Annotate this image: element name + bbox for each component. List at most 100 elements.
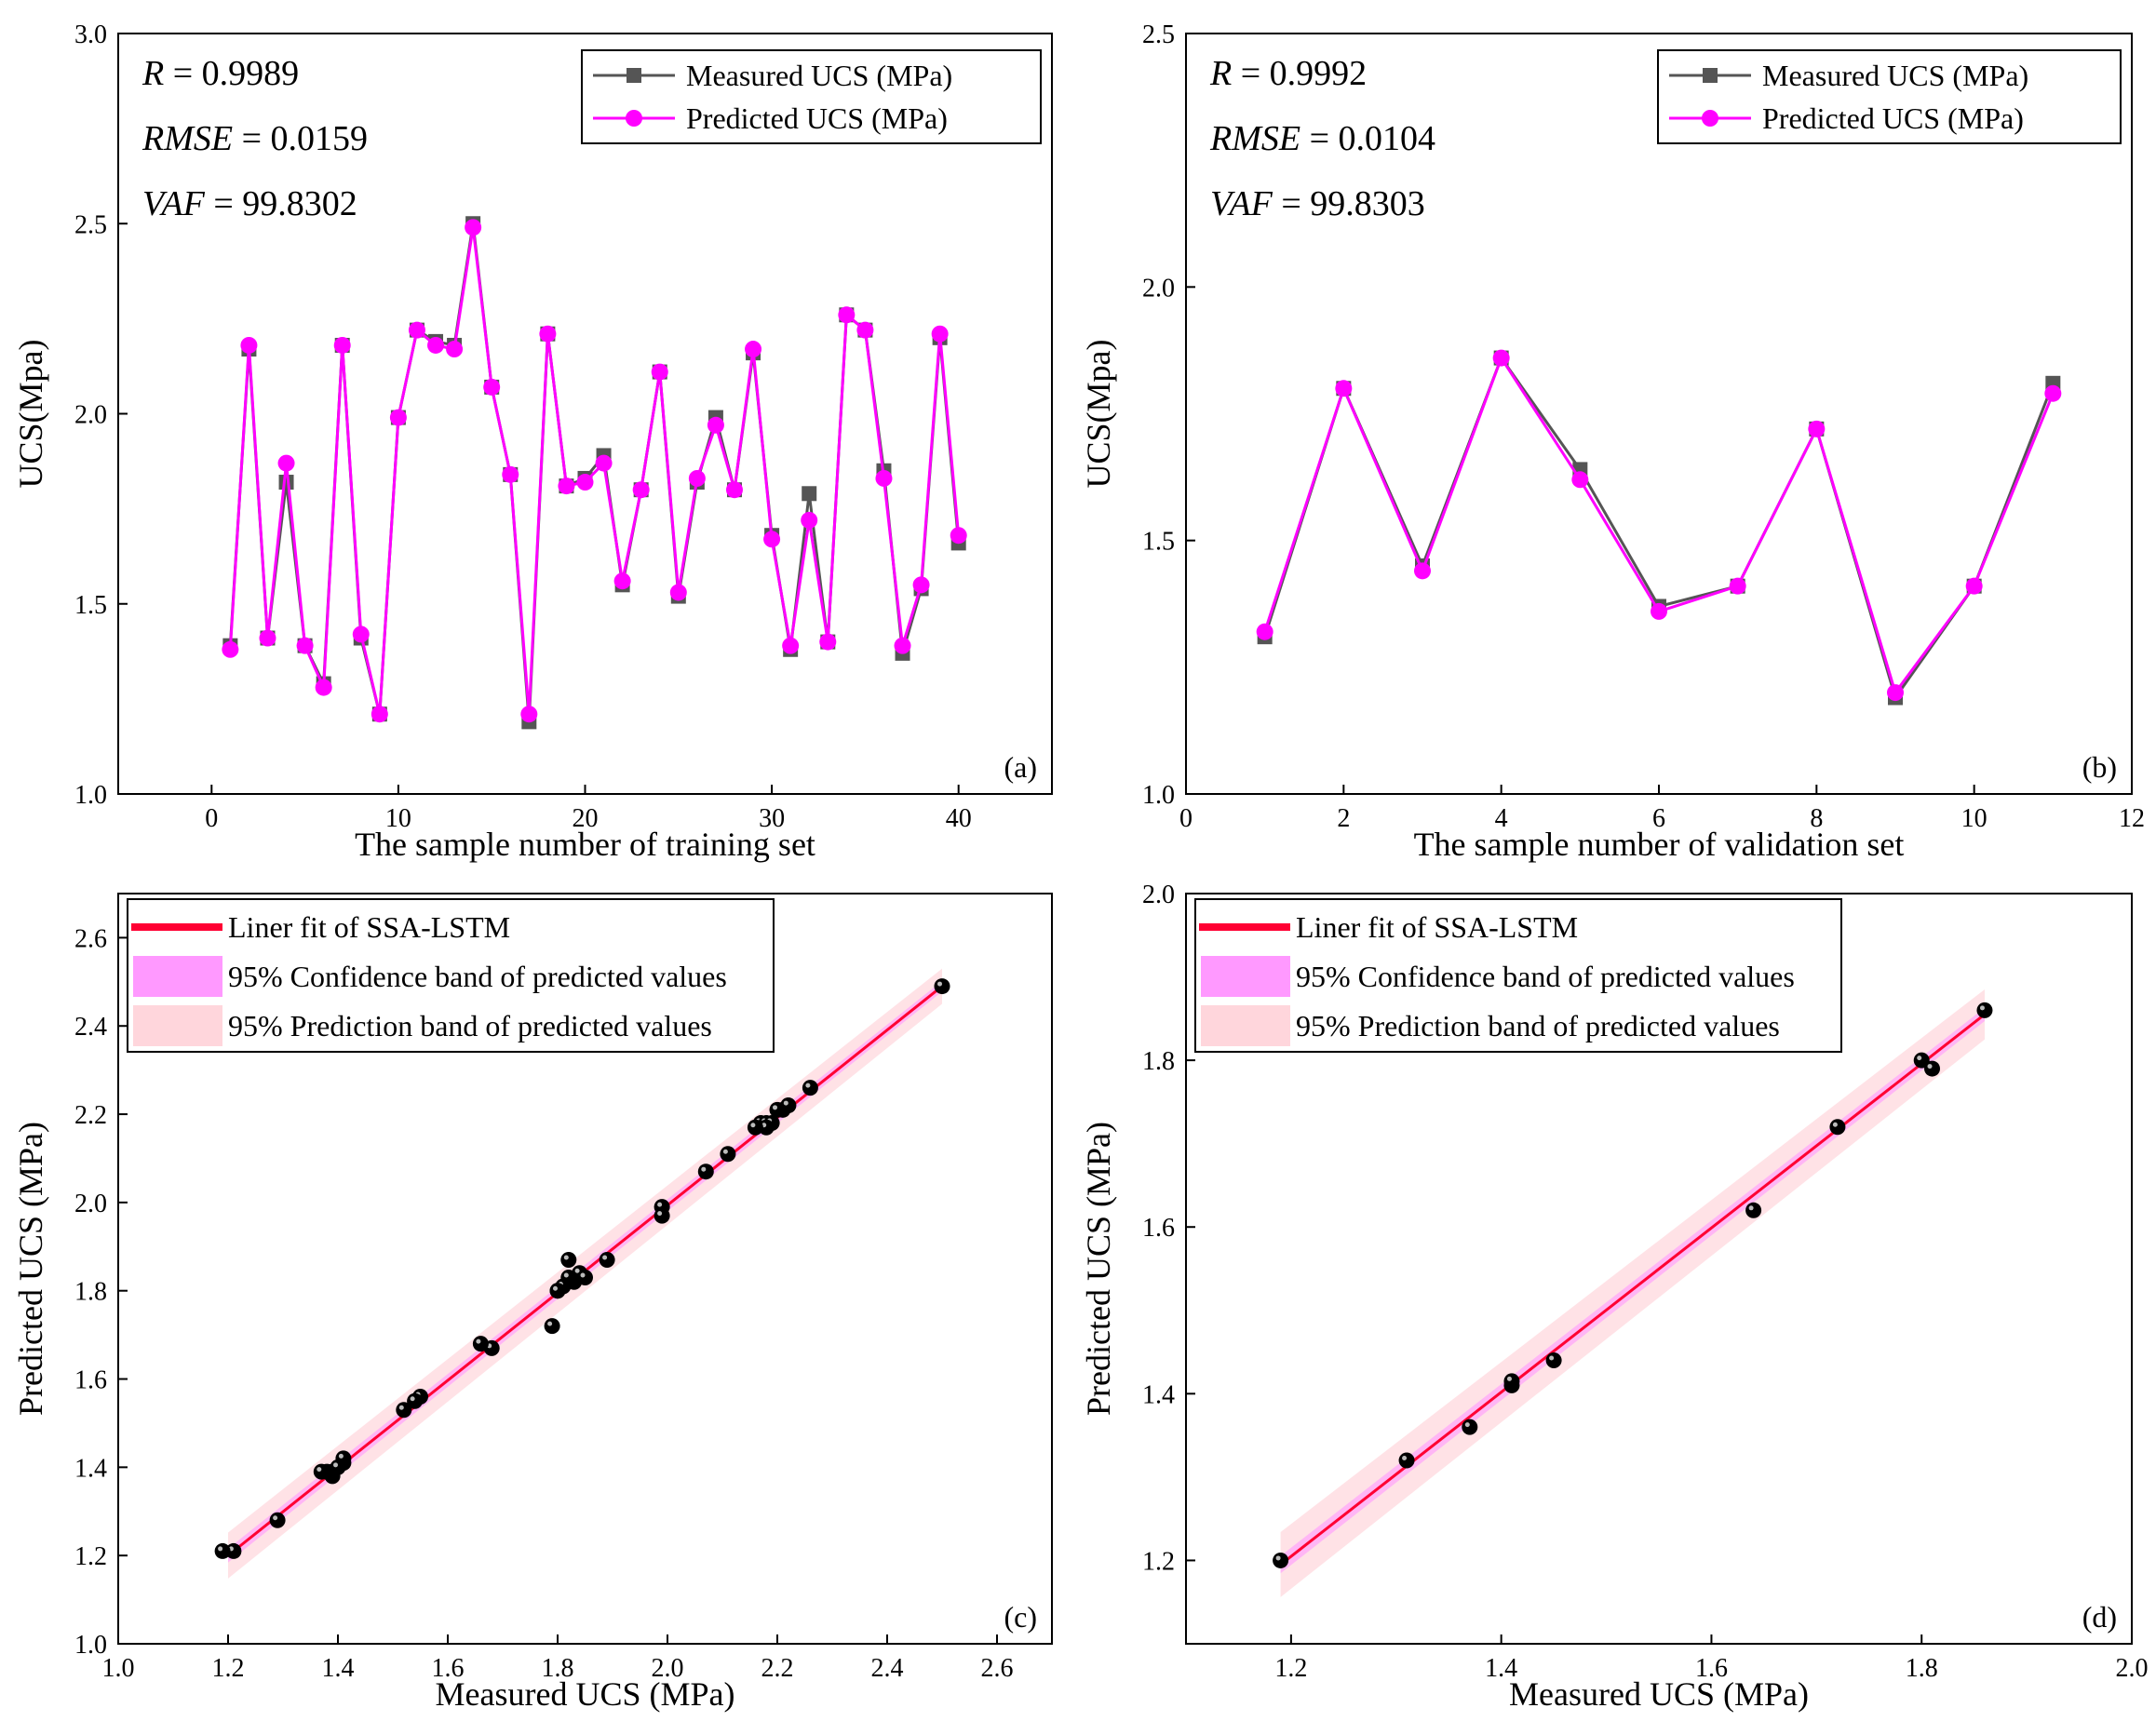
- legend-marker-circle: [1702, 110, 1718, 127]
- y-tick-label: 1.6: [1142, 1214, 1175, 1243]
- scatter-point: [549, 1283, 566, 1299]
- scatter-point: [577, 1269, 593, 1285]
- predicted-marker: [613, 572, 631, 590]
- legend: Measured UCS (MPa) Predicted UCS (MPa): [1657, 49, 2122, 144]
- x-tick-label: 20: [573, 804, 599, 833]
- scatter-point-highlight: [563, 1255, 569, 1260]
- predicted-marker: [819, 633, 837, 651]
- stat-value: = 0.9989: [164, 54, 299, 93]
- legend-label: Measured UCS (MPa): [686, 59, 952, 92]
- scatter-point-highlight: [1275, 1555, 1281, 1561]
- plot-area: [1256, 349, 2062, 706]
- stat-name: VAF: [142, 184, 206, 223]
- stat-line: RMSE = 0.0159: [141, 119, 368, 158]
- scatter-point-highlight: [805, 1083, 811, 1088]
- scatter-point-highlight: [1832, 1122, 1838, 1127]
- predicted-marker: [1729, 577, 1746, 595]
- panel-c: 1.0 1.2 1.4 1.6 1.8 2.0 2.2 2.4 2.61.01.21.41.61…: [12, 893, 1053, 1713]
- scatter-point-highlight: [1917, 1056, 1922, 1061]
- scatter-point-highlight: [701, 1166, 707, 1172]
- predicted-marker: [389, 409, 407, 426]
- predicted-marker: [856, 321, 874, 339]
- x-tick-label: 12: [2119, 804, 2145, 833]
- series-measured: [1257, 350, 2061, 706]
- stat-value: = 0.9992: [1232, 54, 1367, 93]
- scatter-point-highlight: [1402, 1455, 1408, 1460]
- series-predicted: [1256, 349, 2062, 702]
- legend-label: Liner fit of SSA-LSTM: [1296, 910, 1578, 944]
- y-axis: 1.0 1.5 2.0 2.5: [1142, 20, 1195, 810]
- legend-marker-square: [1703, 68, 1718, 83]
- x-axis-label: The sample number of validation set: [1414, 826, 1905, 863]
- scatter-point: [599, 1252, 615, 1269]
- legend-confidence-swatch: [133, 956, 222, 997]
- y-axis-label: Predicted UCS (MPa): [1080, 1122, 1117, 1416]
- stat-line: RMSE = 0.0104: [1209, 119, 1435, 158]
- x-axis-label: Measured UCS (MPa): [436, 1675, 735, 1713]
- predicted-marker: [520, 706, 538, 723]
- predicted-marker: [745, 341, 762, 358]
- plot-frame: [117, 893, 1053, 1645]
- stats-annotation: R = 0.9989 RMSE = 0.0159 VAF = 99.8302: [141, 54, 368, 223]
- predicted-marker: [669, 584, 687, 601]
- predicted-marker: [707, 416, 724, 434]
- x-tick-label: 2.4: [871, 1654, 904, 1683]
- panel-b: 0 2 4 6 8 10 12 1.0 1.5 2.0 2.5 The sample number o…: [1080, 20, 2145, 863]
- x-tick-label: 2.2: [761, 1654, 794, 1683]
- y-tick-label: 1.0: [74, 1631, 107, 1660]
- scatter-point-highlight: [273, 1515, 278, 1521]
- predicted-marker: [222, 640, 239, 658]
- legend-label: Liner fit of SSA-LSTM: [228, 910, 510, 944]
- scatter-point: [720, 1146, 736, 1163]
- y-tick-label: 1.5: [74, 591, 107, 620]
- predicted-marker: [502, 465, 519, 483]
- scatter-point-highlight: [1549, 1355, 1555, 1361]
- predicted-marker: [371, 706, 388, 723]
- x-tick-label: 30: [759, 804, 785, 833]
- legend-label: 95% Prediction band of predicted values: [228, 1009, 712, 1042]
- stat-line: R = 0.9992: [1209, 54, 1367, 93]
- scatter-point: [1545, 1352, 1562, 1369]
- panel-label: (a): [1004, 750, 1037, 784]
- predicted-marker: [240, 336, 258, 354]
- y-tick-label: 1.6: [74, 1366, 107, 1395]
- x-tick-label: 2: [1337, 804, 1350, 833]
- measured-marker: [278, 475, 294, 491]
- legend-box: [1657, 49, 2122, 144]
- x-tick-label: 1.2: [212, 1654, 245, 1683]
- panel-label: (d): [2082, 1600, 2117, 1634]
- scatter-point: [1462, 1419, 1478, 1435]
- x-tick-label: 1.4: [1485, 1654, 1517, 1683]
- scatter-point-highlight: [338, 1453, 344, 1459]
- measured-marker: [802, 486, 817, 502]
- legend-label: 95% Confidence band of predicted values: [1296, 960, 1795, 993]
- x-axis: 1.0 1.2 1.4 1.6 1.8 2.0 2.2 2.4 2.6: [102, 1634, 1014, 1683]
- stat-value: = 99.8302: [205, 184, 357, 223]
- legend-label: 95% Prediction band of predicted values: [1296, 1009, 1780, 1042]
- scatter-point: [214, 1542, 231, 1559]
- panel-a: 0 10 20 30 40 1.0 1.5 2.0 2.5 3.0 The sample numbe…: [12, 20, 1053, 863]
- y-tick-label: 1.0: [74, 781, 107, 810]
- legend-box: [1194, 898, 1842, 1053]
- x-tick-label: 1.0: [102, 1654, 135, 1683]
- x-axis: 0 2 4 6 8 10 12: [1179, 785, 2145, 833]
- scatter-point: [313, 1463, 330, 1480]
- fit-line: [1279, 1013, 1986, 1567]
- scatter-point-highlight: [657, 1202, 663, 1207]
- predicted-marker: [894, 637, 911, 654]
- scatter-point-highlight: [580, 1272, 586, 1278]
- scatter-point-highlight: [1927, 1064, 1933, 1069]
- stat-value: = 0.0104: [1300, 119, 1435, 158]
- panel-label: (b): [2082, 750, 2117, 784]
- y-tick-label: 1.8: [1142, 1047, 1175, 1076]
- y-tick-label: 2.0: [1142, 274, 1175, 303]
- scatter-point-highlight: [218, 1546, 223, 1552]
- predicted-marker: [763, 531, 781, 548]
- plot-area: [1273, 989, 1993, 1597]
- series-predicted: [222, 219, 967, 723]
- predicted-marker: [782, 637, 800, 654]
- legend: Liner fit of SSA-LSTM 95% Confidence band…: [127, 898, 775, 1053]
- x-tick-label: 1.6: [432, 1654, 465, 1683]
- scatter-point-highlight: [1748, 1205, 1754, 1211]
- scatter-points: [214, 978, 950, 1559]
